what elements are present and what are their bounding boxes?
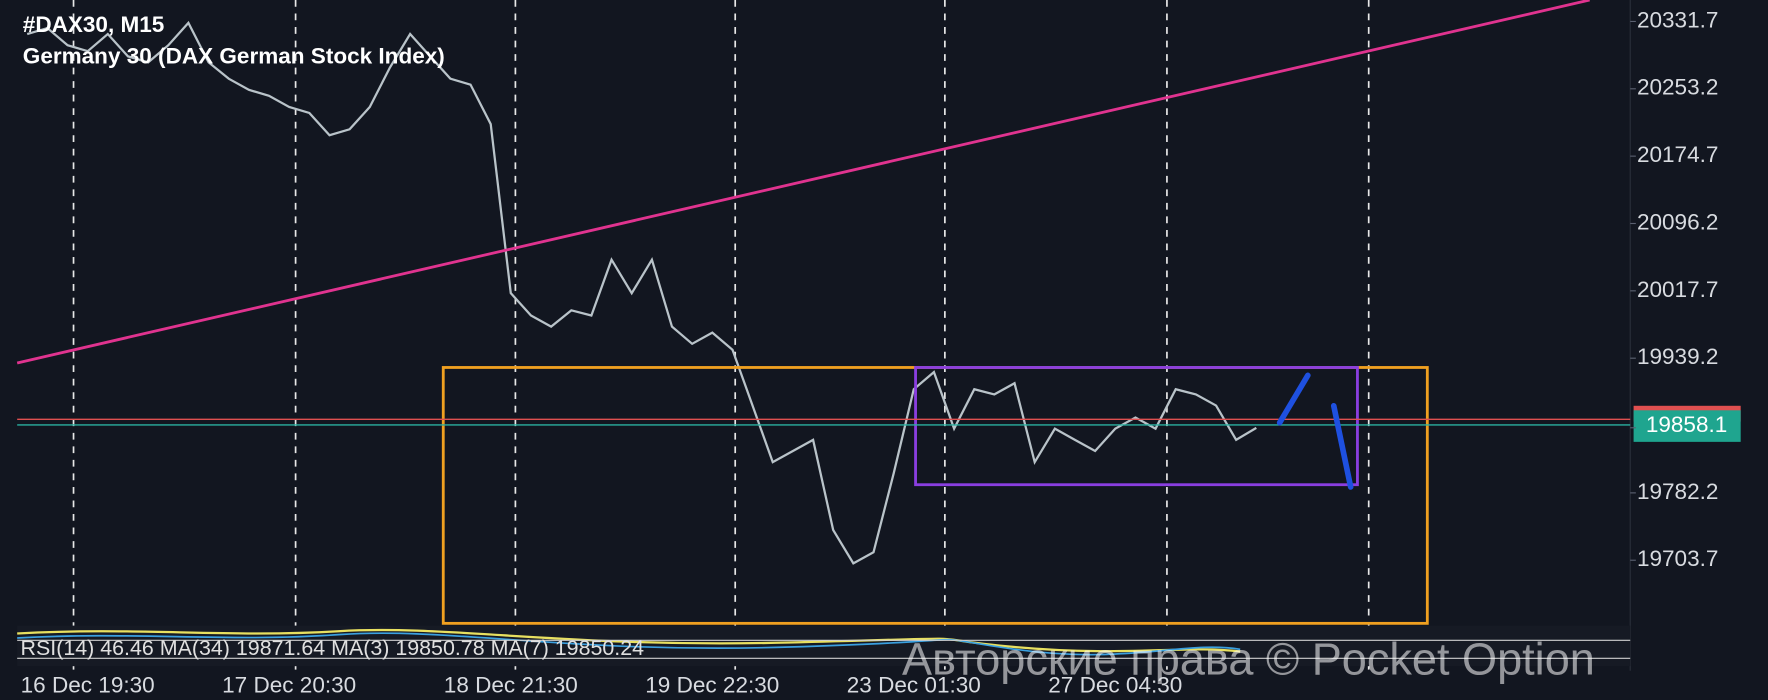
consolidation-box — [914, 366, 1359, 487]
price-line — [26, 20, 1257, 565]
indicator-label: RSI(14) 46.46 MA(34) 19871.64 MA(3) 1985… — [21, 636, 645, 660]
x-tick-label: 27 Dec 04:30 — [1048, 672, 1182, 697]
y-tick-label: 20253.2 — [1637, 75, 1718, 100]
rsi-line — [17, 632, 1241, 656]
x-tick-label: 17 Dec 20:30 — [222, 672, 356, 697]
chart-title: #DAX30, M15 — [23, 12, 165, 37]
y-tick-label: 20017.7 — [1637, 277, 1718, 302]
vertical-grid — [72, 0, 1370, 671]
plot-area — [26, 20, 1257, 565]
x-tick-label: 16 Dec 19:30 — [21, 672, 155, 697]
y-tick-label: 19782.2 — [1637, 479, 1718, 504]
price-tag — [1633, 410, 1741, 442]
x-tick-label: 19 Dec 22:30 — [645, 672, 779, 697]
y-tick-label: 19939.2 — [1637, 344, 1718, 369]
chart-subtitle: Germany 30 (DAX German Stock Index) — [23, 43, 445, 68]
rsi-ma-line — [17, 628, 1241, 653]
x-tick-label: 23 Dec 01:30 — [847, 672, 981, 697]
y-tick-label: 20174.7 — [1637, 142, 1718, 167]
y-tick-label: 20096.2 — [1637, 209, 1718, 234]
price-tag-label: 19858.1 — [1646, 412, 1727, 437]
x-tick-label: 18 Dec 21:30 — [444, 672, 578, 697]
y-tick-label: 19703.7 — [1637, 546, 1718, 571]
watermark: Авторские права © Pocket Option — [902, 634, 1595, 685]
drawn-arrow — [1276, 372, 1354, 490]
trend-line — [16, 0, 1590, 365]
y-tick-label: 20331.7 — [1637, 7, 1718, 32]
